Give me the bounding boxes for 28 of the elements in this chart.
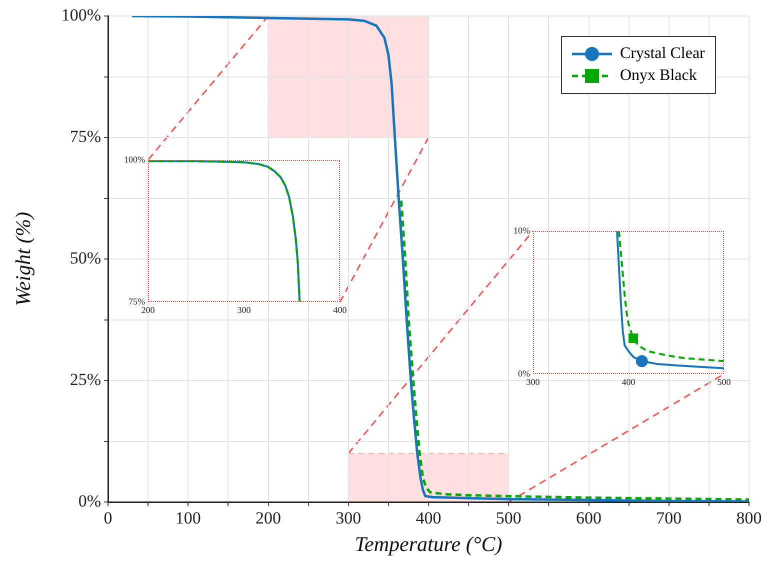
- x-tick-label: 100: [175, 508, 201, 528]
- x-tick-label: 500: [717, 376, 732, 387]
- x-tick-label: 700: [656, 508, 682, 528]
- y-tick-label: 25%: [70, 370, 101, 389]
- x-tick-label: 400: [333, 304, 348, 315]
- x-axis-title: Temperature (°C): [354, 532, 502, 556]
- legend-label: Onyx Black: [620, 67, 697, 85]
- x-tick-label: 500: [496, 508, 522, 528]
- legend-label: Crystal Clear: [620, 45, 705, 63]
- y-axis-title: Weight (%): [11, 212, 36, 306]
- y-tick-label: 100%: [124, 154, 146, 164]
- y-tick-label: 100%: [61, 5, 101, 24]
- x-tick-label: 200: [141, 304, 156, 315]
- x-tick-label: 300: [237, 304, 252, 315]
- y-tick-label: 0%: [78, 491, 101, 510]
- y-tick-label: 50%: [70, 248, 101, 268]
- x-tick-label: 200: [256, 508, 281, 528]
- x-tick-label: 300: [526, 376, 540, 387]
- x-tick-label: 600: [576, 508, 602, 528]
- x-tick-label: 400: [622, 376, 636, 387]
- x-tick-label: 800: [736, 508, 762, 528]
- y-tick-label: 75%: [128, 296, 146, 306]
- x-tick-label: 400: [416, 508, 442, 528]
- x-tick-label: 0: [104, 508, 112, 528]
- y-tick-label: 10%: [514, 225, 530, 236]
- x-tick-label: 300: [336, 508, 362, 528]
- y-tick-label: 0%: [518, 368, 530, 378]
- y-tick-label: 75%: [70, 126, 101, 146]
